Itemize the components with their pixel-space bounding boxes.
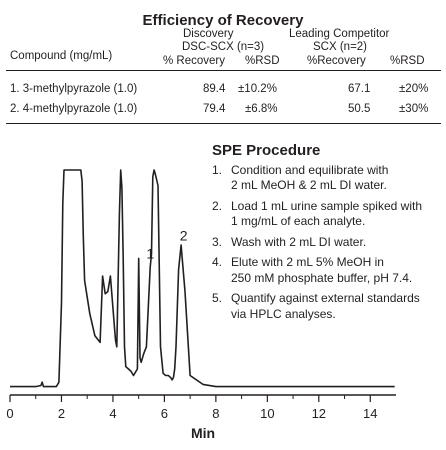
x-tick-label: 6 [161, 406, 168, 421]
header-rsd1: %RSD [245, 55, 280, 67]
spe-procedure: SPE Procedure 1. Condition and equilibrat… [212, 143, 442, 327]
procedure-step-text: 1 mg/mL of each analyte. [231, 214, 366, 228]
header-group2-line2: SCX (n=2) [313, 41, 368, 53]
peak-label-2: 2 [180, 228, 188, 244]
row2-rsd2: ±30% [399, 103, 429, 115]
procedure-step-3: 3. Wash with 2 mL DI water. [212, 235, 442, 251]
procedure-step-4: 4. Elute with 2 mL 5% MeOH in 250 mM phosp… [212, 255, 442, 286]
procedure-step-text: 250 mM phosphate buffer, pH 7.4. [231, 270, 413, 285]
procedure-steps: 1. Condition and equilibrate with 2 mL MeO… [212, 163, 442, 323]
recovery-table: Discovery DSC-SCX (n=3) Leading Competit… [0, 28, 446, 128]
procedure-step-text: Condition and equilibrate with [231, 162, 389, 177]
row1-rsd2: ±20% [399, 83, 429, 95]
procedure-step-text: 2 mL MeOH & 2 mL DI water. [231, 178, 387, 192]
row2-rsd1: ±6.8% [245, 103, 278, 115]
procedure-step-number: 3. [212, 234, 223, 249]
header-rule [6, 70, 441, 71]
peak-label-1: 1 [146, 245, 154, 261]
header-group1-line2: DSC-SCX (n=3) [182, 41, 265, 53]
chromatogram-trace [10, 169, 395, 388]
x-tick-label: 8 [212, 406, 219, 421]
x-tick-label: 4 [109, 406, 116, 421]
row1-recovery2: 67.1 [348, 83, 371, 95]
procedure-step-number: 5. [212, 291, 223, 305]
header-recovery1: % Recovery [163, 55, 225, 67]
table-title: Efficiency of Recovery [142, 12, 304, 29]
x-tick-label: 2 [58, 406, 65, 421]
procedure-step-text: via HPLC analyses. [231, 306, 336, 321]
row1-rsd1: ±10.2% [238, 83, 277, 95]
procedure-step-text: Wash with 2 mL DI water. [231, 234, 367, 249]
procedure-step-text: Load 1 mL urine sample spiked with [231, 198, 422, 213]
header-recovery2: %Recovery [307, 55, 366, 67]
row2-recovery2: 50.5 [348, 103, 371, 115]
header-group1-line1: Discovery [183, 28, 234, 40]
procedure-step-2: 2. Load 1 mL urine sample spiked with 1 mg… [212, 199, 442, 230]
procedure-step-number: 4. [212, 255, 223, 269]
procedure-step-5: 5. Quantify against external standards via… [212, 291, 442, 322]
procedure-step-text: Elute with 2 mL 5% MeOH in [231, 255, 384, 269]
row1-compound: 1. 3-methylpyrazole (1.0) [10, 83, 138, 95]
procedure-step-number: 2. [212, 198, 223, 213]
header-compound: Compound (mg/mL) [10, 50, 113, 62]
procedure-title: SPE Procedure [212, 142, 321, 159]
procedure-step-1: 1. Condition and equilibrate with 2 mL MeO… [212, 163, 442, 194]
x-tick-label: 0 [6, 406, 13, 421]
procedure-step-number: 1. [212, 162, 223, 177]
header-rsd2: %RSD [390, 55, 425, 67]
x-tick-label: 14 [363, 406, 377, 421]
x-axis-label: Min [191, 425, 215, 441]
row2-recovery1: 79.4 [203, 103, 226, 115]
x-tick-label: 12 [312, 406, 326, 421]
x-tick-label: 10 [260, 406, 274, 421]
row1-recovery1: 89.4 [203, 83, 226, 95]
header-group2-line1: Leading Competitor [289, 28, 390, 40]
footer-rule [6, 123, 441, 124]
row2-compound: 2. 4-methylpyrazole (1.0) [10, 103, 138, 115]
procedure-step-text: Quantify against external standards [231, 291, 420, 305]
